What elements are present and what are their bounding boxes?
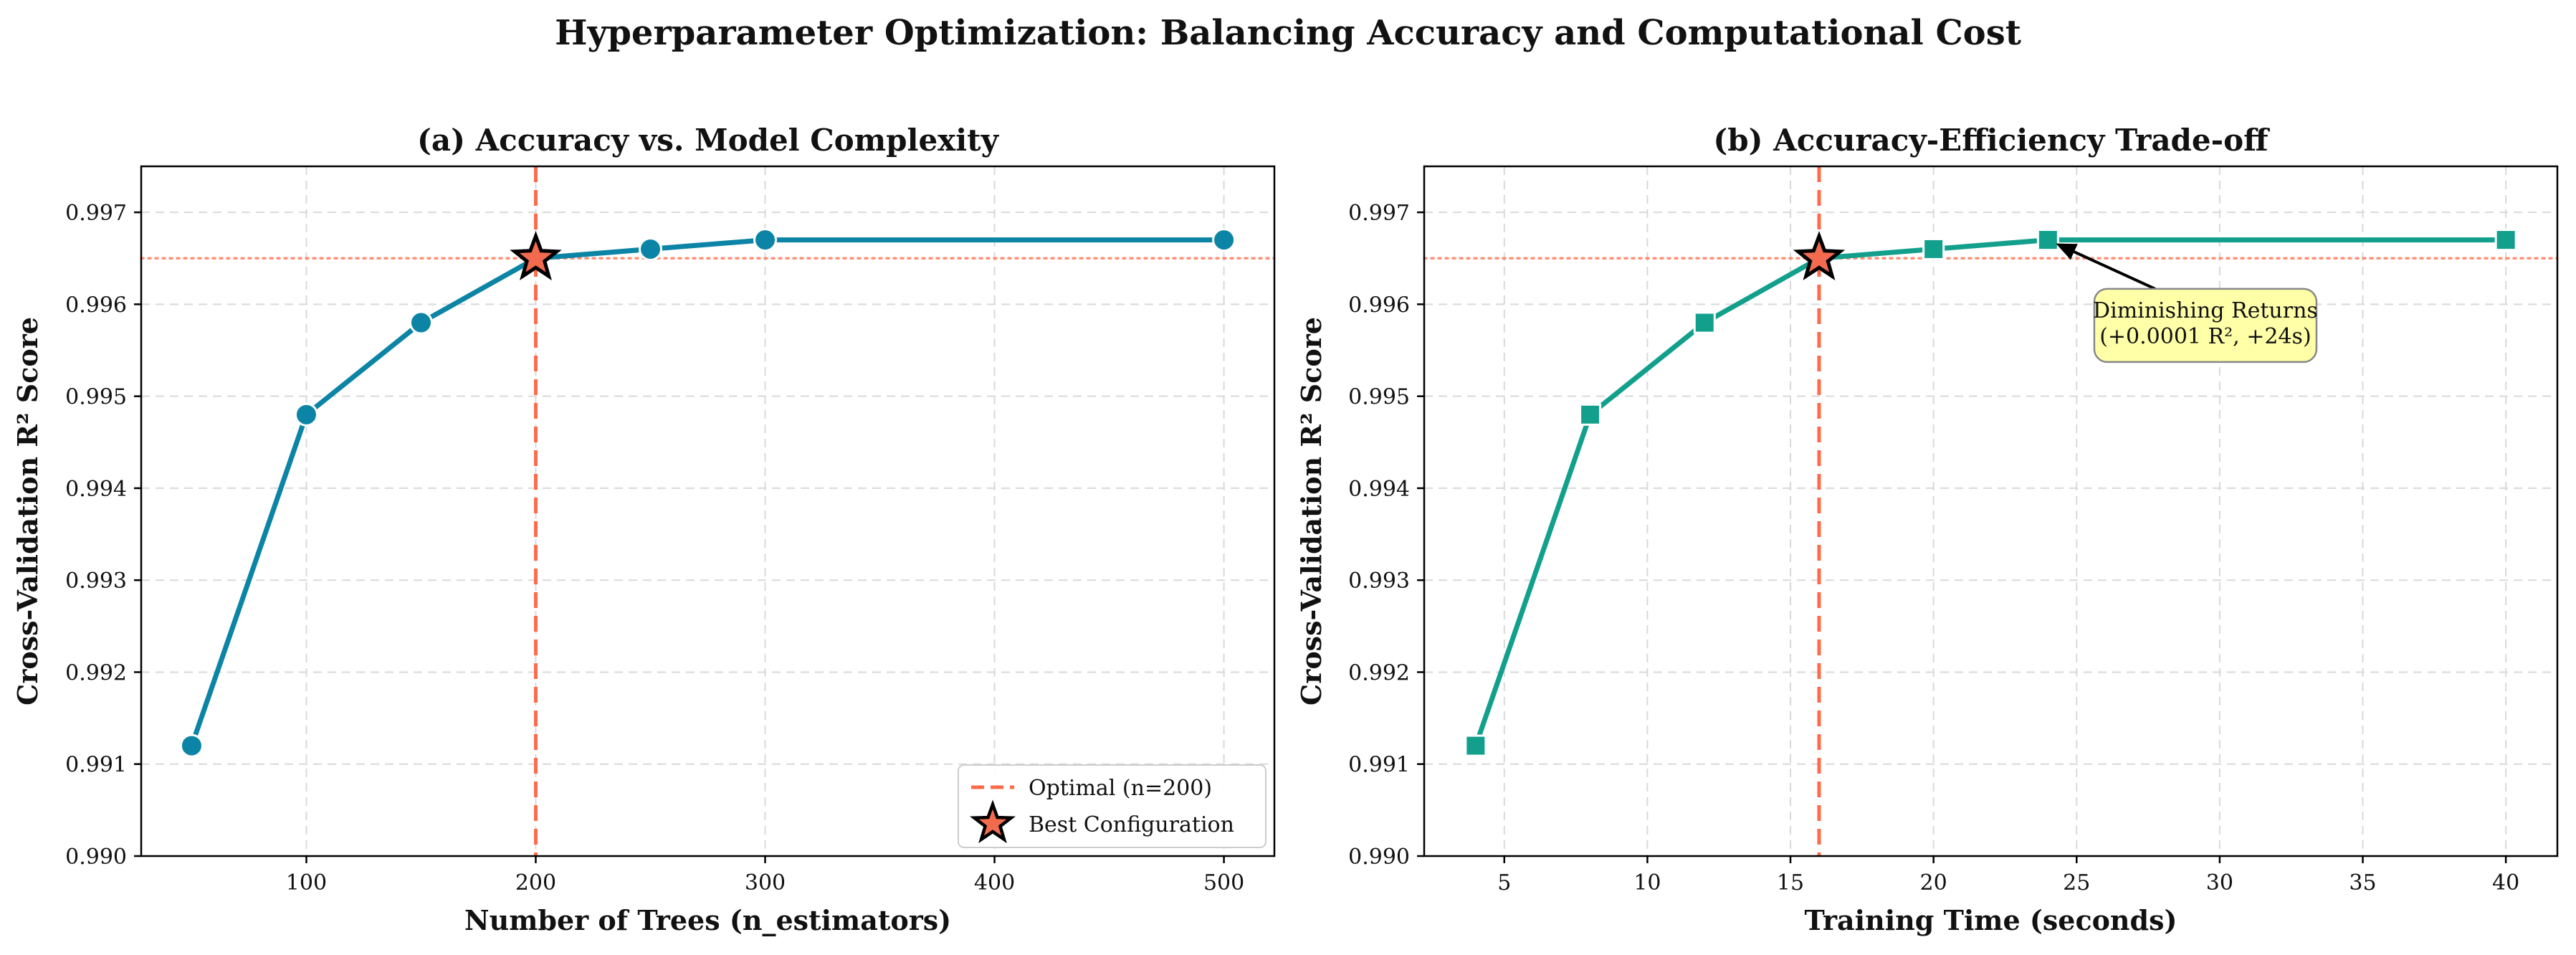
x-axis-label: Training Time (seconds)	[1804, 904, 2177, 936]
legend-best-label: Best Configuration	[1029, 812, 1234, 837]
x-tick-label: 35	[2349, 870, 2376, 895]
panel-title: (a) Accuracy vs. Model Complexity	[417, 123, 1000, 158]
data-point	[1579, 403, 1602, 426]
x-tick-label: 10	[1633, 870, 1661, 895]
y-tick-label: 0.994	[65, 477, 127, 502]
axes-frame	[1423, 165, 2559, 857]
data-point	[638, 237, 662, 261]
x-tick-label: 20	[1920, 870, 1947, 895]
y-tick-label: 0.997	[1348, 201, 1410, 226]
x-tick-label: 300	[745, 870, 786, 895]
y-tick-label: 0.990	[65, 845, 127, 870]
y-tick-label: 0.993	[1348, 569, 1410, 594]
x-tick-label: 15	[1777, 870, 1804, 895]
data-point	[753, 228, 778, 252]
annotation-arrowhead	[2056, 243, 2078, 260]
annotation-arrow	[2073, 250, 2156, 290]
data-point	[294, 402, 318, 427]
legend-optimal-label: Optimal (n=200)	[1029, 776, 1212, 801]
data-point	[2036, 229, 2059, 252]
x-tick-label: 40	[2492, 870, 2519, 895]
annotation: Diminishing Returns(+0.0001 R², +24s)	[2056, 243, 2318, 364]
legend-box	[958, 764, 1266, 848]
panel-a-chart: 0.990 0.991 0.992 0.993 0.994 0.995 0.996 0.997…	[11, 123, 1276, 936]
panel-b-chart: 0.990 0.991 0.992 0.993 0.994 0.995 0.996 0.997…	[1295, 123, 2559, 936]
x-tick-label: 200	[515, 870, 556, 895]
best-configuration-star	[1793, 231, 1846, 281]
x-tick-label: 400	[974, 870, 1015, 895]
y-tick-label: 0.994	[1348, 477, 1410, 502]
y-tick-label: 0.995	[65, 385, 127, 410]
y-axis-label: Cross-Validation R² Score	[11, 317, 44, 705]
x-tick-label: 100	[286, 870, 327, 895]
panel-title: (b) Accuracy-Efficiency Trade-off	[1713, 123, 2270, 158]
data-point	[1922, 237, 1945, 260]
y-tick-label: 0.996	[65, 293, 127, 318]
x-tick-label: 25	[2063, 870, 2090, 895]
y-tick-label: 0.991	[65, 753, 127, 778]
data-point	[1212, 228, 1236, 252]
axes-frame	[140, 165, 1276, 857]
x-tick-label: 5	[1497, 870, 1511, 895]
y-tick-label: 0.990	[1348, 845, 1410, 870]
y-tick-label: 0.993	[65, 569, 127, 594]
data-point	[179, 733, 204, 758]
annotation-text: (+0.0001 R², +24s)	[2099, 324, 2311, 349]
legend-star-swatch	[969, 799, 1016, 844]
best-configuration-star	[510, 231, 562, 281]
x-tick-label: 500	[1203, 870, 1244, 895]
plot-area	[141, 166, 1274, 856]
figure-title: Hyperparameter Optimization: Balancing A…	[555, 13, 2021, 53]
data-point	[1693, 311, 1716, 334]
y-tick-label: 0.991	[1348, 753, 1410, 778]
data-point	[409, 310, 433, 335]
annotation-text: Diminishing Returns	[2093, 298, 2318, 323]
y-axis-label: Cross-Validation R² Score	[1295, 317, 1327, 705]
y-tick-label: 0.997	[65, 201, 127, 226]
y-tick-label: 0.992	[1348, 660, 1410, 685]
data-point	[2494, 229, 2517, 252]
y-tick-label: 0.996	[1348, 293, 1410, 318]
data-point	[1464, 734, 1487, 757]
annotation-box	[2093, 288, 2318, 364]
legend: Optimal (n=200) Best Configuration	[958, 764, 1266, 848]
y-tick-label: 0.995	[1348, 385, 1410, 410]
x-tick-label: 30	[2206, 870, 2233, 895]
plot-area	[1424, 166, 2557, 856]
x-axis-label: Number of Trees (n_estimators)	[464, 904, 951, 936]
y-tick-label: 0.992	[65, 660, 127, 685]
